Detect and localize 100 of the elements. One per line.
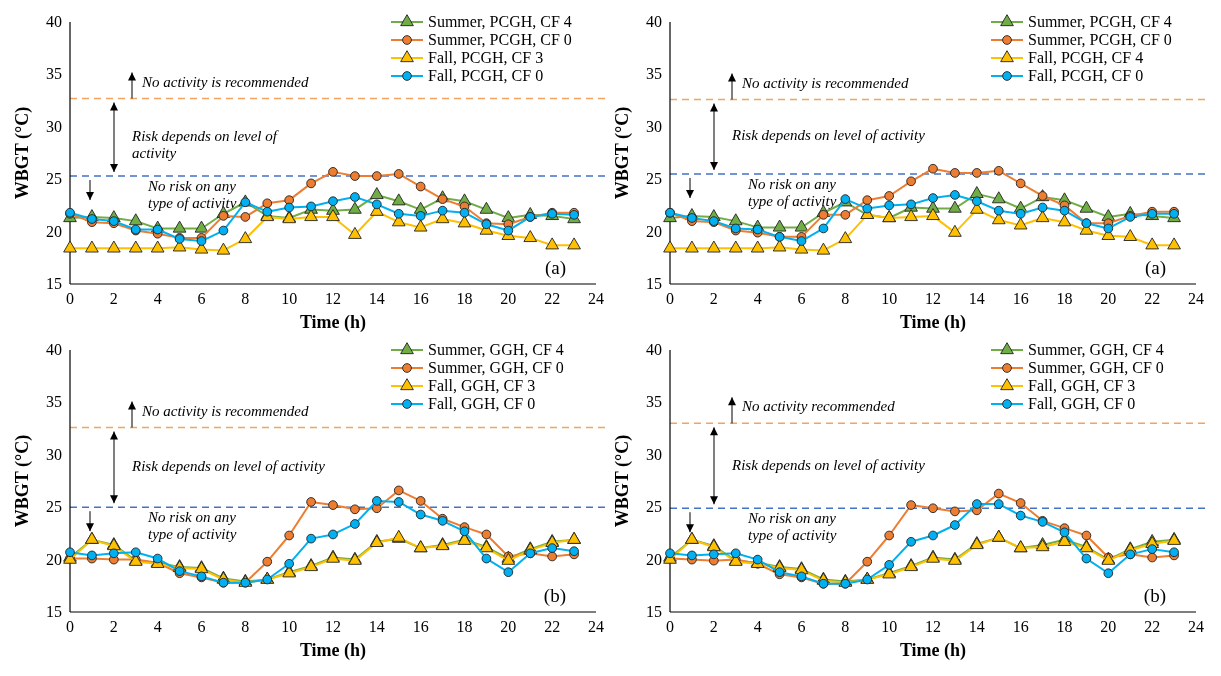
x-tick-label: 0: [666, 618, 674, 635]
annotation: No risk on any type of activity: [747, 175, 837, 209]
y-tick-label: 15: [46, 275, 62, 292]
y-tick-label: 25: [646, 498, 662, 516]
annotation: Risk depends on level of activity: [131, 128, 279, 162]
annotation: No risk on any type of activity: [147, 509, 237, 543]
annotation: No activity recommended: [741, 398, 896, 415]
y-axis-title: WBGT (°C): [612, 106, 633, 200]
annotation: No activity is recommended: [741, 74, 909, 91]
x-tick-label: 16: [412, 290, 429, 307]
x-tick-label: 8: [841, 290, 850, 307]
x-tick-label: 10: [881, 618, 898, 635]
x-tick-label: 2: [109, 290, 118, 307]
y-tick-label: 40: [46, 341, 62, 358]
x-axis-title: Time (h): [299, 312, 367, 333]
x-tick-label: 4: [153, 290, 162, 307]
x-tick-label: 12: [325, 290, 341, 307]
x-tick-label: 12: [925, 290, 941, 307]
x-tick-label: 24: [588, 290, 604, 307]
y-tick-label: 35: [46, 393, 62, 411]
annotation: (a): [1144, 257, 1166, 279]
x-tick-label: 0: [66, 290, 74, 307]
x-axis-title: Time (h): [899, 640, 967, 661]
annotation: No activity is recommended: [141, 402, 309, 419]
x-tick-label: 22: [1144, 290, 1161, 307]
annotation: (b): [543, 585, 566, 607]
legend-label: Fall, GGH, CF 3: [1028, 377, 1136, 394]
y-tick-label: 25: [46, 498, 62, 516]
y-tick-label: 25: [646, 170, 662, 188]
y-tick-label: 30: [46, 117, 62, 135]
legend-label: Summer, GGH, CF 0: [428, 359, 564, 376]
annotation: Risk depends on level of activity: [131, 458, 326, 475]
x-tick-label: 16: [1012, 618, 1029, 635]
x-tick-label: 0: [66, 618, 74, 635]
x-tick-label: 24: [588, 618, 604, 635]
x-tick-label: 22: [544, 618, 561, 635]
legend-label: Summer, PCGH, CF 4: [428, 13, 572, 30]
legend-label: Fall, PCGH, CF 3: [428, 49, 544, 66]
x-tick-label: 20: [500, 618, 517, 635]
legend-label: Fall, GGH, CF 0: [1028, 395, 1136, 412]
legend-label: Fall, GGH, CF 0: [428, 395, 536, 412]
x-tick-label: 8: [241, 290, 250, 307]
x-tick-label: 8: [841, 618, 850, 635]
x-tick-label: 24: [1188, 290, 1204, 307]
x-tick-label: 22: [544, 290, 561, 307]
annotation: Risk depends on level of activity: [731, 457, 926, 474]
y-tick-label: 40: [46, 13, 62, 30]
annotation: (a): [544, 257, 566, 279]
annotation: No risk on any type of activity: [747, 510, 837, 544]
x-tick-label: 12: [325, 618, 341, 635]
y-tick-label: 15: [646, 275, 662, 292]
x-axis-title: Time (h): [899, 312, 967, 333]
x-tick-label: 6: [797, 618, 806, 635]
legend-label: Summer, GGH, CF 0: [1028, 359, 1164, 376]
legend-label: Fall, GGH, CF 3: [428, 377, 536, 394]
annotation: Risk depends on level of activity: [731, 127, 926, 144]
annotation: No activity is recommended: [141, 73, 309, 90]
x-tick-label: 18: [456, 618, 473, 635]
x-tick-label: 10: [281, 290, 298, 307]
x-tick-label: 4: [753, 290, 762, 307]
y-tick-label: 15: [46, 603, 62, 620]
x-tick-label: 6: [797, 290, 806, 307]
x-tick-label: 2: [709, 290, 718, 307]
y-tick-label: 20: [646, 222, 662, 240]
x-tick-label: 10: [881, 290, 898, 307]
legend-label: Fall, PCGH, CF 0: [1028, 67, 1144, 84]
x-tick-label: 8: [241, 618, 250, 635]
legend-label: Summer, PCGH, CF 0: [428, 31, 572, 48]
y-tick-label: 20: [46, 222, 62, 240]
x-tick-label: 6: [197, 618, 206, 635]
y-tick-label: 35: [646, 65, 662, 83]
x-tick-label: 18: [1056, 618, 1073, 635]
x-tick-label: 16: [1012, 290, 1029, 307]
x-tick-label: 18: [1056, 290, 1073, 307]
y-tick-label: 30: [646, 445, 662, 463]
x-tick-label: 6: [197, 290, 206, 307]
y-tick-label: 35: [46, 65, 62, 83]
y-tick-label: 30: [46, 445, 62, 463]
annotation: (b): [1143, 585, 1166, 607]
y-axis-title: WBGT (°C): [612, 434, 633, 528]
legend-label: Summer, PCGH, CF 0: [1028, 31, 1172, 48]
y-tick-label: 30: [646, 117, 662, 135]
x-tick-label: 0: [666, 290, 674, 307]
y-axis-title: WBGT (°C): [12, 434, 33, 528]
x-tick-label: 14: [368, 290, 385, 307]
x-axis-title: Time (h): [299, 640, 367, 661]
legend-label: Summer, PCGH, CF 4: [1028, 13, 1172, 30]
y-tick-label: 40: [646, 13, 662, 30]
x-tick-label: 10: [281, 618, 298, 635]
legend-label: Fall, PCGH, CF 0: [428, 67, 544, 84]
x-tick-label: 22: [1144, 618, 1161, 635]
legend-label: Summer, GGH, CF 4: [428, 341, 564, 358]
y-tick-label: 20: [46, 550, 62, 568]
x-tick-label: 2: [709, 618, 718, 635]
y-tick-label: 20: [646, 550, 662, 568]
x-tick-label: 4: [153, 618, 162, 635]
y-axis-title: WBGT (°C): [12, 106, 33, 200]
x-tick-label: 12: [925, 618, 941, 635]
y-tick-label: 15: [646, 603, 662, 620]
x-tick-label: 24: [1188, 618, 1204, 635]
